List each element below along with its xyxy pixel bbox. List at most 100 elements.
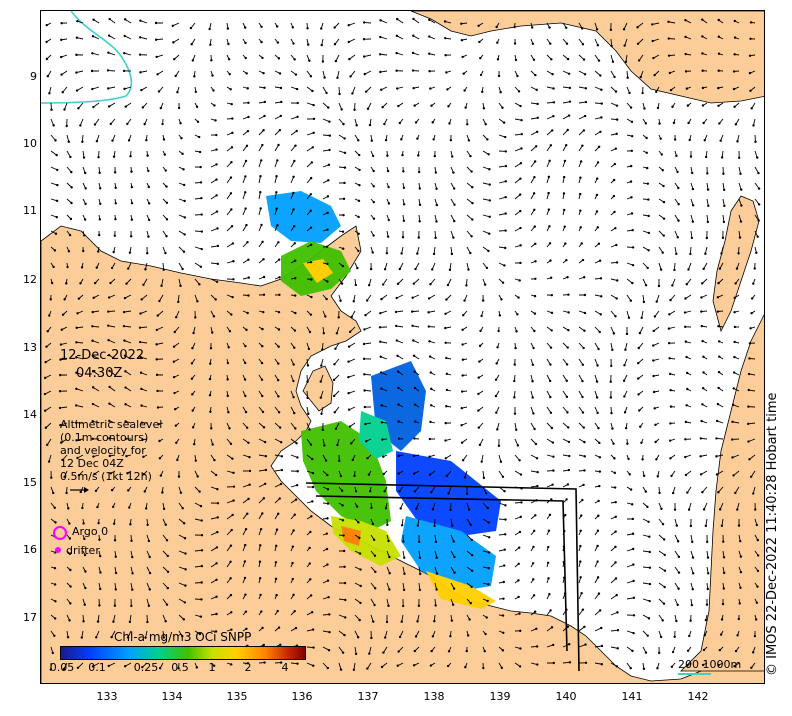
velocity-arrow-head <box>565 363 569 366</box>
map-frame[interactable] <box>40 10 765 684</box>
map-canvas[interactable] <box>41 11 765 684</box>
velocity-arrow-head <box>563 159 567 163</box>
velocity-arrow-head <box>323 76 326 79</box>
velocity-arrow-head <box>358 552 362 555</box>
velocity-arrow-head <box>230 663 233 666</box>
velocity-arrow-head <box>647 617 651 620</box>
velocity-arrow-head <box>692 572 695 575</box>
latitude-tick-label: 9 <box>30 70 37 83</box>
velocity-arrow-head <box>533 294 537 298</box>
velocity-arrow-head <box>380 665 384 669</box>
velocity-arrow-head <box>357 199 361 203</box>
velocity-arrow-head <box>312 131 315 135</box>
velocity-arrow-head <box>434 540 438 544</box>
velocity-arrow-head <box>213 104 216 107</box>
velocity-arrow-head <box>642 300 646 304</box>
velocity-arrow-head <box>97 156 100 159</box>
velocity-arrow-head <box>445 388 449 392</box>
velocity-arrow-head <box>343 581 347 585</box>
velocity-arrow-head <box>292 208 295 211</box>
velocity-arrow-head <box>701 282 704 285</box>
velocity-arrow-head <box>246 662 250 665</box>
velocity-arrow-head <box>395 51 398 55</box>
velocity-arrow-head <box>631 649 634 653</box>
velocity-arrow-head <box>110 488 114 492</box>
velocity-arrow-head <box>45 345 48 348</box>
velocity-arrow-head <box>227 42 230 46</box>
velocity-arrow-head <box>646 505 649 509</box>
velocity-arrow-head <box>433 154 437 158</box>
velocity-arrow-head <box>351 92 354 95</box>
velocity-arrow-head <box>98 538 101 541</box>
velocity-arrow-head <box>147 235 150 238</box>
velocity-arrow-head <box>549 411 553 414</box>
velocity-arrow-head <box>124 386 127 389</box>
velocity-arrow-head <box>615 104 619 107</box>
velocity-arrow-head <box>517 562 520 566</box>
velocity-arrow-head <box>140 421 144 424</box>
velocity-arrow-head <box>277 512 280 515</box>
velocity-arrow-head <box>370 139 374 142</box>
velocity-arrow-head <box>701 339 704 343</box>
velocity-arrow-head <box>230 628 233 631</box>
credit-text: © IMOS 22-Dec-2022 11:40:28 Hobart time <box>765 392 780 676</box>
velocity-arrow-head <box>397 454 400 458</box>
velocity-arrow-head <box>164 620 167 623</box>
velocity-arrow-head <box>295 129 298 133</box>
velocity-arrow-head <box>179 122 182 125</box>
velocity-arrow-head <box>69 602 72 605</box>
velocity-arrow-head <box>689 619 692 622</box>
velocity-arrow-head <box>211 74 214 77</box>
velocity-arrow-head <box>629 488 633 491</box>
velocity-arrow-head <box>412 472 416 475</box>
velocity-arrow-head <box>159 474 163 477</box>
velocity-arrow-head <box>326 666 329 670</box>
velocity-arrow-head <box>260 40 263 44</box>
velocity-arrow-head <box>139 340 142 344</box>
velocity-arrow-head <box>70 186 73 189</box>
velocity-arrow-head <box>278 276 281 279</box>
velocity-arrow-head <box>95 266 98 269</box>
velocity-arrow-head <box>60 22 63 25</box>
velocity-arrow-head <box>613 162 617 166</box>
velocity-arrow-head <box>374 570 377 574</box>
velocity-arrow-head <box>717 281 720 285</box>
land-groote <box>302 365 334 412</box>
velocity-arrow-head <box>469 601 472 605</box>
velocity-arrow-head <box>500 666 504 670</box>
velocity-arrow-head <box>59 423 62 427</box>
velocity-arrow-head <box>262 275 266 279</box>
velocity-arrow-head <box>367 473 371 476</box>
velocity-arrow-head <box>246 512 249 515</box>
velocity-arrow-head <box>428 455 431 458</box>
velocity-arrow-head <box>245 328 248 332</box>
velocity-arrow-head <box>497 74 501 78</box>
velocity-arrow-head <box>413 386 417 390</box>
velocity-arrow-head <box>445 372 449 376</box>
velocity-arrow-head <box>368 123 372 127</box>
velocity-arrow-head <box>429 283 432 286</box>
velocity-arrow-head <box>687 508 691 511</box>
velocity-arrow-head <box>660 153 663 156</box>
velocity-arrow-head <box>309 243 313 247</box>
velocity-arrow-head <box>334 347 337 351</box>
velocity-arrow-head <box>568 454 571 458</box>
velocity-arrow-head <box>466 123 469 126</box>
velocity-arrow-head <box>469 523 472 527</box>
velocity-arrow-head <box>70 201 73 205</box>
velocity-arrow-head <box>259 593 262 597</box>
velocity-arrow-head <box>684 325 687 329</box>
velocity-arrow-head <box>245 144 249 147</box>
argo-label: Argo 0 <box>72 525 109 538</box>
velocity-arrow-head <box>50 108 53 111</box>
velocity-arrow-head <box>488 183 491 186</box>
velocity-arrow-head <box>81 140 84 143</box>
velocity-arrow-head <box>686 491 689 494</box>
velocity-arrow-head <box>452 540 455 543</box>
velocity-arrow-head <box>261 240 264 244</box>
velocity-arrow-head <box>676 540 680 543</box>
velocity-arrow-head <box>461 459 465 462</box>
velocity-arrow-head <box>628 473 631 476</box>
velocity-arrow-head <box>96 620 100 623</box>
velocity-arrow-head <box>739 172 742 175</box>
